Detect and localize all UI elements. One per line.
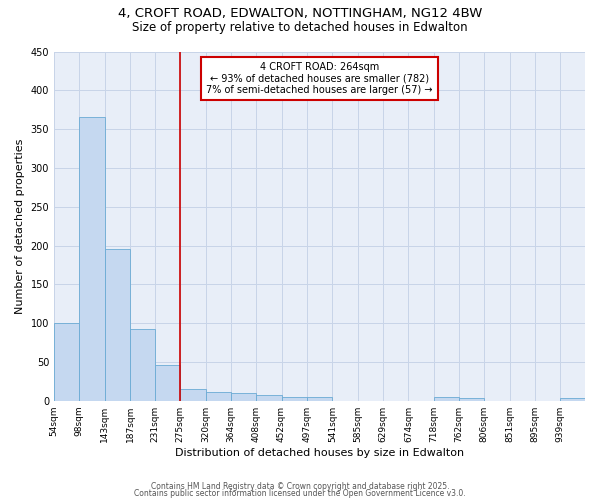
Text: Contains HM Land Registry data © Crown copyright and database right 2025.: Contains HM Land Registry data © Crown c… (151, 482, 449, 491)
Bar (256, 394, 281, 400)
Bar (181, 389, 206, 400)
Bar (155, 365, 181, 400)
Text: Size of property relative to detached houses in Edwalton: Size of property relative to detached ho… (132, 21, 468, 34)
Text: Contains public sector information licensed under the Open Government Licence v3: Contains public sector information licen… (134, 490, 466, 498)
Bar (206, 392, 231, 400)
Bar (105, 250, 130, 400)
Bar (130, 328, 155, 400)
Bar (560, 398, 585, 400)
Bar (54, 323, 79, 400)
Text: 4, CROFT ROAD, EDWALTON, NOTTINGHAM, NG12 4BW: 4, CROFT ROAD, EDWALTON, NOTTINGHAM, NG1… (118, 8, 482, 20)
Bar (458, 398, 484, 400)
Bar (79, 118, 105, 401)
Y-axis label: Number of detached properties: Number of detached properties (15, 138, 25, 314)
Bar (231, 393, 256, 400)
Bar (307, 397, 332, 400)
Text: 4 CROFT ROAD: 264sqm
← 93% of detached houses are smaller (782)
7% of semi-detac: 4 CROFT ROAD: 264sqm ← 93% of detached h… (206, 62, 433, 95)
X-axis label: Distribution of detached houses by size in Edwalton: Distribution of detached houses by size … (175, 448, 464, 458)
Bar (434, 397, 458, 400)
Bar (281, 397, 307, 400)
